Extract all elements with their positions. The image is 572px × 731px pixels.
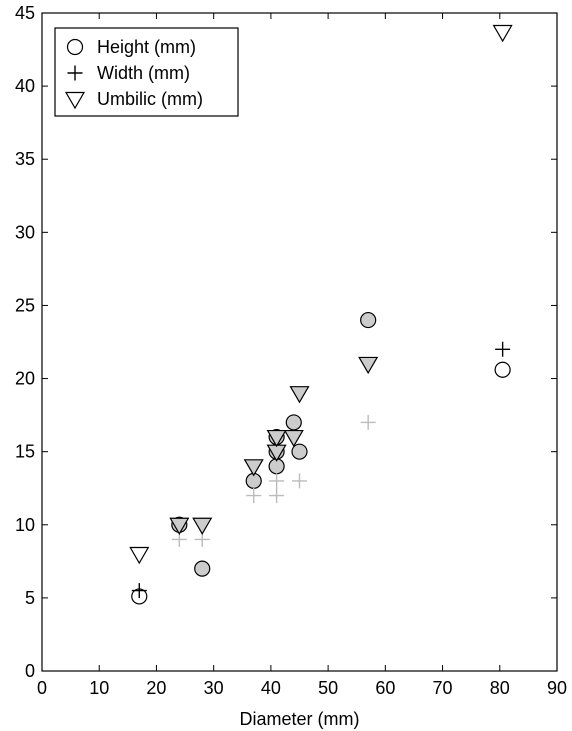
- circle-point: [361, 313, 376, 328]
- y-tick-label: 0: [25, 661, 35, 681]
- y-tick-label: 40: [15, 76, 35, 96]
- x-tick-label: 80: [490, 678, 510, 698]
- x-tick-label: 50: [318, 678, 338, 698]
- y-tick-label: 15: [15, 442, 35, 462]
- x-axis-label: Diameter (mm): [240, 709, 360, 729]
- x-tick-label: 10: [89, 678, 109, 698]
- circle-point: [286, 415, 301, 430]
- y-tick-label: 5: [25, 588, 35, 608]
- x-tick-label: 20: [146, 678, 166, 698]
- legend: Height (mm) Width (mm) Umbilic (mm): [55, 28, 238, 116]
- y-tick-label: 35: [15, 149, 35, 169]
- x-tick-label: 0: [37, 678, 47, 698]
- legend-label: Width (mm): [97, 63, 190, 83]
- x-tick-label: 60: [375, 678, 395, 698]
- y-tick-label: 30: [15, 222, 35, 242]
- y-tick-label: 25: [15, 295, 35, 315]
- x-tick-label: 90: [547, 678, 567, 698]
- y-tick-label: 10: [15, 515, 35, 535]
- legend-label: Height (mm): [97, 37, 196, 57]
- x-tick-label: 70: [433, 678, 453, 698]
- y-tick-label: 20: [15, 369, 35, 389]
- x-tick-label: 40: [261, 678, 281, 698]
- x-tick-label: 30: [204, 678, 224, 698]
- y-tick-label: 45: [15, 3, 35, 23]
- circle-point: [195, 561, 210, 576]
- legend-label: Umbilic (mm): [97, 89, 203, 109]
